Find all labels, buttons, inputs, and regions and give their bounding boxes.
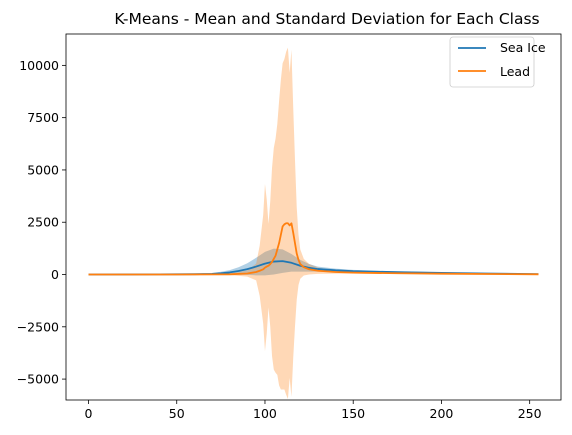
y-tick-label: 0 (51, 267, 59, 282)
x-tick-label: 0 (85, 406, 93, 421)
x-tick-label: 100 (253, 406, 277, 421)
x-axis-ticks: 0 50 100 150 200 250 (85, 400, 542, 421)
std-bands (88, 47, 539, 399)
y-tick-label: 7500 (27, 110, 59, 125)
legend: Sea Ice Lead (449, 36, 546, 88)
y-tick-label: 10000 (19, 58, 59, 73)
std-band-lead (88, 47, 539, 399)
legend-label-sea-ice: Sea Ice (500, 40, 546, 55)
y-tick-label: 2500 (27, 215, 59, 230)
y-axis-ticks: −5000 −2500 0 2500 5000 7500 10000 (17, 58, 66, 387)
x-tick-label: 150 (341, 406, 365, 421)
legend-label-lead: Lead (500, 64, 530, 79)
y-tick-label: −5000 (17, 372, 59, 387)
axes-frame (65, 33, 562, 401)
legend-box (449, 36, 535, 88)
x-tick-label: 250 (518, 406, 542, 421)
y-tick-label: −2500 (17, 319, 59, 334)
y-tick-label: 5000 (27, 162, 59, 177)
mean-line-lead (88, 222, 539, 276)
chart-title: K-Means - Mean and Standard Deviation fo… (114, 10, 539, 28)
x-tick-label: 200 (430, 406, 454, 421)
x-tick-label: 50 (169, 406, 185, 421)
mean-lines (88, 222, 539, 276)
